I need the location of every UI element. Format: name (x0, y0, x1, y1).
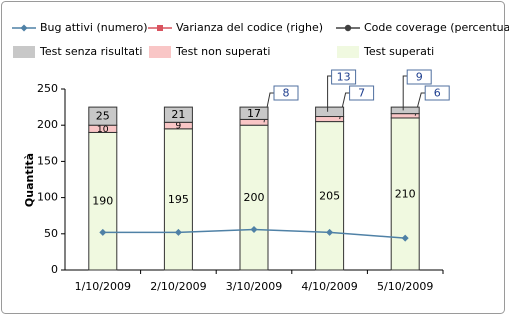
data-label: 6 (434, 87, 441, 100)
data-label: 17 (247, 107, 261, 120)
y-tick-label: 200 (37, 118, 58, 131)
bar-segment (163, 106, 193, 123)
data-label: 9 (416, 71, 423, 84)
callout-box (331, 69, 357, 85)
callout-box (349, 85, 375, 101)
y-tick-label: 0 (51, 263, 58, 276)
y-axis-label: Quantità (23, 153, 36, 207)
legend-label: Bug attivi (numero) (40, 21, 148, 34)
data-label: 10 (97, 124, 109, 135)
bar-segment (390, 106, 420, 115)
data-label: 200 (244, 191, 265, 204)
data-label: 9 (176, 122, 182, 132)
bar-segment (315, 121, 345, 271)
bar-segment (88, 106, 118, 126)
callout-line (402, 75, 408, 111)
x-tick-label: 3/10/2009 (226, 280, 282, 293)
y-tick-label: 250 (37, 82, 58, 95)
callout-box (424, 85, 450, 101)
data-label: 205 (319, 189, 340, 202)
legend-swatch (13, 46, 35, 58)
bar-segment (315, 106, 345, 118)
marker (174, 228, 182, 236)
bar-segment (390, 113, 420, 119)
bar-segment (163, 128, 193, 271)
data-label: 190 (92, 195, 113, 208)
legend-swatch (149, 46, 171, 58)
bar-segment (239, 106, 269, 120)
bar-segment (315, 116, 345, 123)
legend-label: Test superati (363, 45, 434, 58)
bar-segment (390, 117, 420, 271)
legend-label: Code coverage (percentuale) (364, 21, 509, 34)
callout-line (327, 75, 332, 112)
marker (401, 234, 409, 242)
legend-marker (157, 25, 163, 31)
x-tick-label: 2/10/2009 (150, 280, 206, 293)
legend-marker (20, 24, 28, 32)
y-tick-label: 150 (37, 154, 58, 167)
legend-swatch (337, 46, 359, 58)
callout-box (273, 85, 299, 101)
data-label: 195 (168, 193, 189, 206)
data-label: 13 (337, 71, 351, 84)
data-label: 21 (171, 108, 185, 121)
data-label: 8 (283, 87, 290, 100)
bar-segment (239, 124, 269, 271)
data-label: 25 (96, 110, 110, 123)
y-tick-label: 100 (37, 191, 58, 204)
data-label: 7 (358, 87, 365, 100)
legend-label: Test non superati (175, 45, 270, 58)
marker (250, 225, 258, 233)
y-tick-label: 50 (44, 227, 58, 240)
marker (326, 228, 334, 236)
callout-box (406, 69, 432, 85)
bar-segment (239, 118, 269, 126)
x-tick-label: 1/10/2009 (75, 280, 131, 293)
data-label: 210 (395, 187, 416, 200)
legend-marker (344, 24, 352, 32)
legend-label: Test senza risultati (39, 45, 142, 58)
x-tick-label: 5/10/2009 (377, 280, 433, 293)
marker (99, 228, 107, 236)
legend-label: Varianza del codice (righe) (176, 21, 323, 34)
x-tick-label: 4/10/2009 (301, 280, 357, 293)
